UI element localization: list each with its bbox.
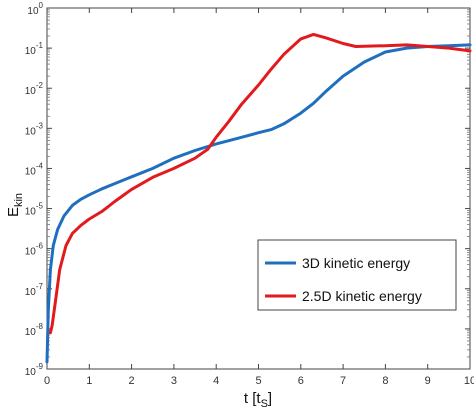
y-tick-label: 100 [27,1,43,17]
series-line-2-5d [48,32,472,335]
x-tick-label: 7 [340,375,346,387]
series-line-3d [45,43,472,364]
legend-label: 3D kinetic energy [302,255,410,271]
y-tick-exponent: -3 [36,121,44,130]
x-axis-label-sub: S [261,398,268,410]
y-tick-base: 10 [25,247,37,258]
y-tick-exponent: -8 [36,322,44,331]
y-tick-label: 10-8 [25,322,44,338]
y-tick-base: 10 [25,327,37,338]
plot-area [46,7,471,370]
y-tick-base: 10 [25,126,37,137]
legend: 3D kinetic energy 2.5D kinetic energy [257,239,457,311]
plot-border [46,7,471,370]
y-tick-label: 10-5 [25,202,44,218]
x-axis-label-main: t [t [244,390,262,407]
y-tick-base: 10 [27,6,39,17]
y-tick-exponent: -9 [36,362,44,371]
y-tick-label: 10-1 [25,41,44,57]
y-tick-base: 10 [25,86,37,97]
x-tick-label: 5 [255,375,261,387]
y-tick-label: 10-3 [25,121,44,137]
y-tick-exponent: -1 [36,41,44,50]
series-layer [45,32,472,364]
x-axis-label-close: ] [268,390,272,407]
legend-label: 2.5D kinetic energy [302,288,422,304]
x-tick-label: 9 [425,375,431,387]
y-tick-base: 10 [25,46,37,57]
y-tick-exponent: -2 [36,81,44,90]
x-tick-label: 10 [464,375,474,387]
x-tick-label: 6 [298,375,304,387]
y-tick-exponent: -6 [36,242,44,251]
x-tick-label: 1 [86,375,92,387]
x-tick-label: 0 [44,375,50,387]
y-tick-exponent: -5 [36,202,44,211]
y-tick-label: 10-7 [25,282,44,298]
x-axis: 0 1 2 3 4 5 6 7 8 9 10 [44,8,474,387]
y-tick-base: 10 [25,367,37,378]
y-axis-label: Ekin [5,193,25,217]
x-tick-label: 3 [171,375,177,387]
y-tick-label: 10-4 [25,161,44,177]
legend-box [257,239,457,311]
y-tick-base: 10 [25,166,37,177]
y-axis-label-sub: kin [13,193,25,207]
x-axis-label: t [tS] [244,390,272,410]
x-tick-label: 2 [129,375,135,387]
y-tick-exponent: 0 [39,1,44,10]
x-tick-label: 8 [382,375,388,387]
y-tick-exponent: -4 [36,161,44,170]
y-tick-base: 10 [25,287,37,298]
y-axis-label-main: E [5,207,22,217]
y-tick-label: 10-9 [25,362,44,378]
y-tick-label: 10-6 [25,242,44,258]
y-tick-label: 10-2 [25,81,44,97]
y-tick-exponent: -7 [36,282,44,291]
y-tick-base: 10 [25,207,37,218]
x-tick-label: 4 [213,375,219,387]
